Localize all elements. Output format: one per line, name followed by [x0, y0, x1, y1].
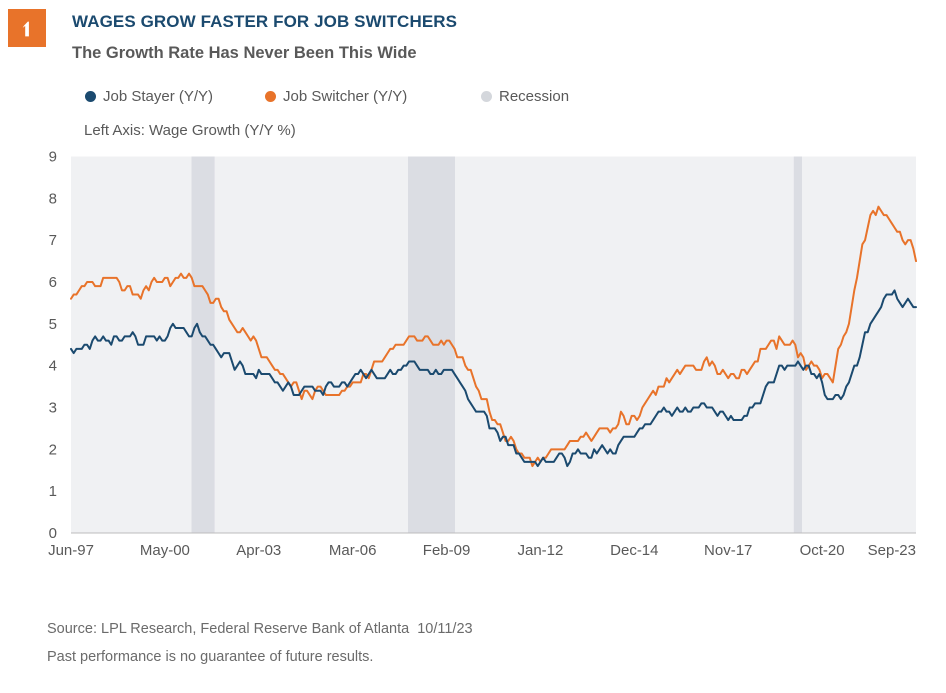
svg-text:9: 9 — [49, 149, 57, 166]
svg-text:4: 4 — [49, 358, 57, 375]
svg-text:Jun-97: Jun-97 — [48, 542, 94, 559]
svg-text:Sep-23: Sep-23 — [868, 542, 916, 559]
svg-text:Nov-17: Nov-17 — [704, 542, 752, 559]
svg-text:May-00: May-00 — [140, 542, 190, 559]
svg-text:3: 3 — [49, 400, 57, 417]
svg-text:6: 6 — [49, 274, 57, 291]
svg-text:Mar-06: Mar-06 — [329, 542, 377, 559]
svg-text:5: 5 — [49, 316, 57, 333]
svg-text:Jan-12: Jan-12 — [518, 542, 564, 559]
svg-text:Dec-14: Dec-14 — [610, 542, 658, 559]
svg-text:1: 1 — [49, 483, 57, 500]
svg-text:Oct-20: Oct-20 — [800, 542, 845, 559]
svg-text:Feb-09: Feb-09 — [423, 542, 471, 559]
svg-text:8: 8 — [49, 190, 57, 207]
svg-text:2: 2 — [49, 441, 57, 458]
svg-text:7: 7 — [49, 232, 57, 249]
svg-text:0: 0 — [49, 525, 57, 542]
svg-text:Apr-03: Apr-03 — [236, 542, 281, 559]
